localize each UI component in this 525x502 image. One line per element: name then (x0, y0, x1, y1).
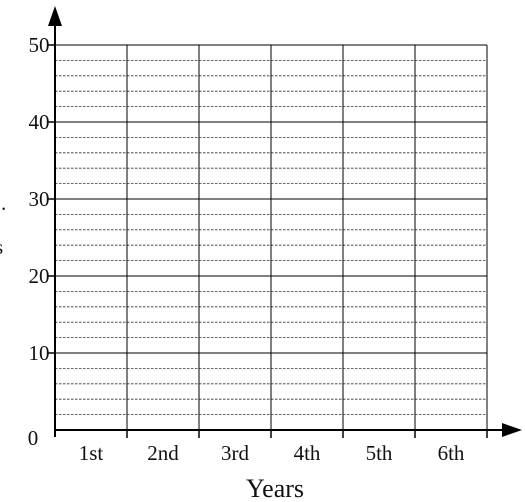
y-zero-label: 0 (28, 426, 39, 450)
x-category-label: 2nd (147, 441, 179, 465)
x-category-label: 6th (438, 441, 465, 465)
x-category-label: 1st (79, 441, 104, 465)
x-category-label: 4th (294, 441, 321, 465)
axis-ticks (47, 44, 488, 438)
y-tick-label: 40 (29, 110, 50, 134)
y-axis-arrow-icon (48, 6, 62, 26)
x-category-label: 5th (366, 441, 393, 465)
left-edge-mark-dot: . (1, 191, 6, 215)
x-category-label: 3rd (221, 441, 249, 465)
category-gridlines (126, 45, 488, 430)
y-tick-label: 30 (29, 187, 50, 211)
y-tick-label: 20 (29, 264, 50, 288)
y-tick-label: 50 (29, 33, 50, 57)
x-axis-arrow-icon (502, 423, 522, 437)
axis-labels: 10 20 30 40 50 1st 2nd 3rd 4th 5th 6th (29, 33, 465, 465)
left-edge-mark-s: s (0, 235, 3, 259)
y-tick-label: 10 (29, 341, 50, 365)
axes (48, 6, 522, 437)
x-axis-title: Years (246, 474, 304, 502)
